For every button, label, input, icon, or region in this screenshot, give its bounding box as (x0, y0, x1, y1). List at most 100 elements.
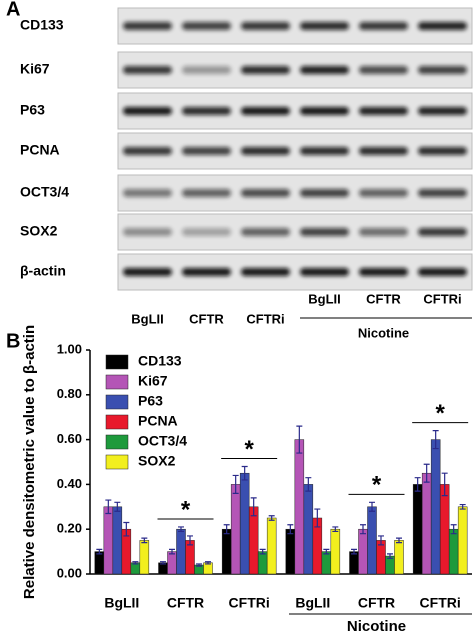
lane-label: BgLII (308, 291, 341, 306)
error-bar (114, 501, 121, 512)
legend-swatch (105, 434, 129, 450)
x-tick-label: CFTRi (229, 595, 270, 611)
error-bar (423, 463, 430, 483)
error-bar (459, 503, 466, 510)
group-label: Nicotine (347, 618, 406, 635)
blot-band (123, 268, 172, 276)
blot-band (300, 22, 349, 30)
blot-band (123, 66, 172, 74)
error-bar (323, 548, 330, 555)
blot-band (359, 268, 408, 276)
error-bar (432, 430, 439, 450)
error-bar (123, 521, 130, 537)
bar (239, 472, 250, 575)
legend-swatch (105, 354, 129, 370)
lane-label: CFTR (366, 291, 401, 306)
blot-band (300, 66, 349, 74)
blot-band (123, 107, 172, 115)
bar (139, 540, 150, 575)
bar (303, 484, 314, 575)
bar (367, 506, 377, 575)
blot-label: SOX2 (20, 223, 58, 239)
bar (439, 484, 450, 575)
legend-swatch (105, 414, 129, 430)
legend-label: CD133 (138, 353, 182, 369)
y-tick-label: 0.60 (57, 431, 82, 446)
error-bar (360, 524, 366, 535)
lane-label: CFTR (189, 311, 224, 326)
bar (430, 439, 441, 575)
bar (448, 528, 459, 575)
error-bar (187, 535, 193, 546)
legend-label: PCNA (138, 413, 178, 429)
legend-label: SOX2 (138, 453, 176, 469)
bar (321, 551, 332, 575)
bar (394, 540, 404, 575)
error-bar (305, 477, 312, 492)
blot-band (359, 228, 408, 236)
blot-band (418, 22, 467, 30)
x-tick-label: CFTR (358, 595, 395, 611)
bar (266, 517, 277, 575)
error-bar (223, 524, 230, 535)
legend-label: P63 (138, 393, 163, 409)
blot-band (241, 268, 290, 276)
blot-strip (117, 7, 473, 45)
blot-band (182, 268, 231, 276)
blot-strip (117, 132, 473, 170)
error-bar (178, 526, 184, 533)
significance-mark: * (244, 436, 254, 463)
blot-strip (117, 92, 473, 130)
error-bar (378, 535, 384, 546)
y-tick-label: 0.00 (57, 565, 82, 580)
blot-band (359, 107, 408, 115)
legend-label: Ki67 (138, 373, 168, 389)
blot-strip (117, 51, 473, 89)
blot-band (241, 66, 290, 74)
y-tick-label: 0.20 (57, 521, 82, 536)
y-tick-label: 1.00 (57, 341, 82, 356)
error-bar (160, 561, 166, 565)
legend-label: OCT3/4 (138, 433, 187, 449)
bar (230, 484, 241, 575)
blot-band (241, 147, 290, 155)
lane-label: CFTRi (423, 291, 461, 306)
panel-label: B (6, 330, 20, 352)
blot-label: P63 (20, 102, 45, 118)
blot-band (359, 147, 408, 155)
bar (221, 528, 232, 575)
blot-band (300, 107, 349, 115)
lane-label: CFTRi (246, 311, 284, 326)
bar (248, 506, 259, 575)
blot-band (123, 189, 172, 197)
blot-band (418, 189, 467, 197)
error-bar (205, 561, 211, 565)
blot-label: β-actin (20, 263, 66, 279)
error-bar (287, 524, 294, 535)
blot-band (182, 228, 231, 236)
bar (176, 528, 186, 575)
blot-band (300, 147, 349, 155)
blot-band (123, 22, 172, 30)
blot-band (418, 147, 467, 155)
blot-band (418, 107, 467, 115)
error-bar (314, 508, 321, 528)
bar (412, 484, 423, 575)
bar (294, 439, 305, 575)
blot-label: PCNA (20, 142, 60, 158)
error-bar (241, 465, 248, 481)
blot-band (182, 66, 231, 74)
error-bar (250, 497, 257, 517)
error-bar (387, 553, 393, 559)
error-bar (351, 548, 357, 555)
lane-label: BgLII (131, 311, 164, 326)
blot-band (300, 228, 349, 236)
x-tick-label: BgLII (295, 595, 330, 611)
bar (330, 528, 341, 575)
blot-label: OCT3/4 (20, 184, 69, 200)
error-bar (169, 548, 175, 555)
blot-band (359, 189, 408, 197)
bar (349, 551, 359, 575)
blot-band (418, 268, 467, 276)
error-bar (296, 425, 303, 454)
